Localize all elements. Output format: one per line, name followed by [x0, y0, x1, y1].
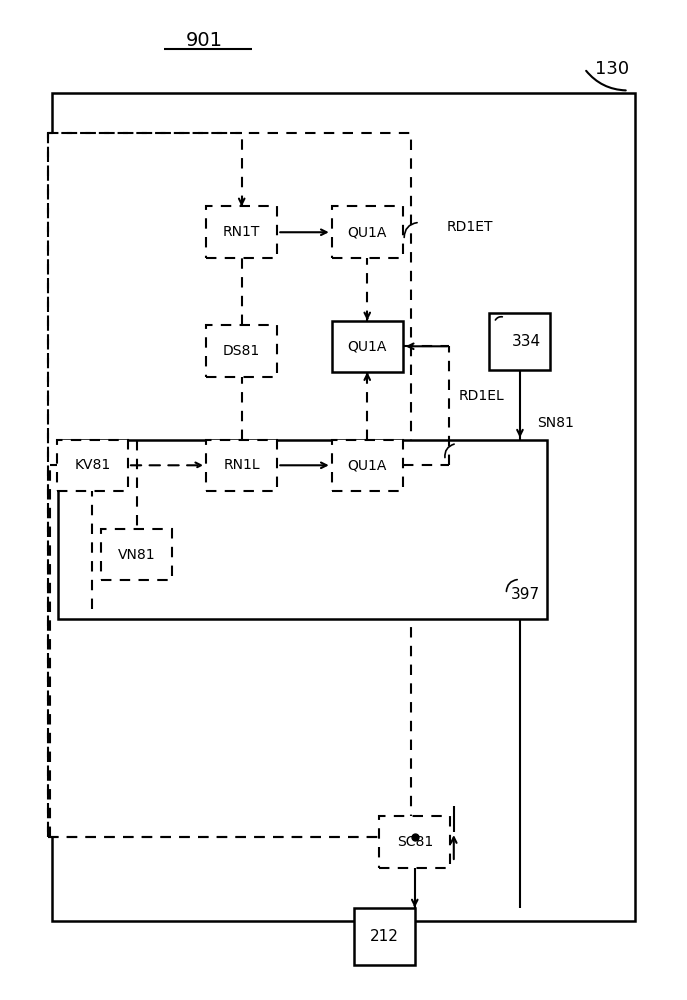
- Text: QU1A: QU1A: [348, 339, 387, 353]
- Bar: [206, 440, 278, 491]
- Text: KV81: KV81: [74, 458, 111, 472]
- Text: QU1A: QU1A: [348, 458, 387, 472]
- Text: RD1EL: RD1EL: [459, 389, 505, 403]
- Text: 334: 334: [513, 334, 541, 349]
- Text: SN81: SN81: [537, 416, 574, 430]
- Bar: [57, 440, 128, 491]
- Text: RD1ET: RD1ET: [447, 220, 493, 234]
- Bar: [101, 529, 172, 580]
- Bar: [52, 93, 635, 921]
- Text: 397: 397: [511, 587, 540, 602]
- Bar: [332, 440, 403, 491]
- Text: 212: 212: [370, 929, 398, 944]
- Text: SC81: SC81: [396, 835, 433, 849]
- Bar: [206, 206, 278, 258]
- Bar: [206, 325, 278, 377]
- Bar: [58, 440, 547, 619]
- Bar: [332, 321, 403, 372]
- Text: DS81: DS81: [223, 344, 260, 358]
- Text: RN1L: RN1L: [223, 458, 260, 472]
- Bar: [379, 816, 451, 868]
- Bar: [332, 206, 403, 258]
- Text: 130: 130: [594, 60, 629, 78]
- Text: 901: 901: [186, 31, 223, 50]
- Bar: [48, 133, 412, 837]
- Bar: [489, 313, 550, 370]
- Text: VN81: VN81: [117, 548, 155, 562]
- Text: RN1T: RN1T: [223, 225, 260, 239]
- Bar: [354, 908, 415, 965]
- Text: QU1A: QU1A: [348, 225, 387, 239]
